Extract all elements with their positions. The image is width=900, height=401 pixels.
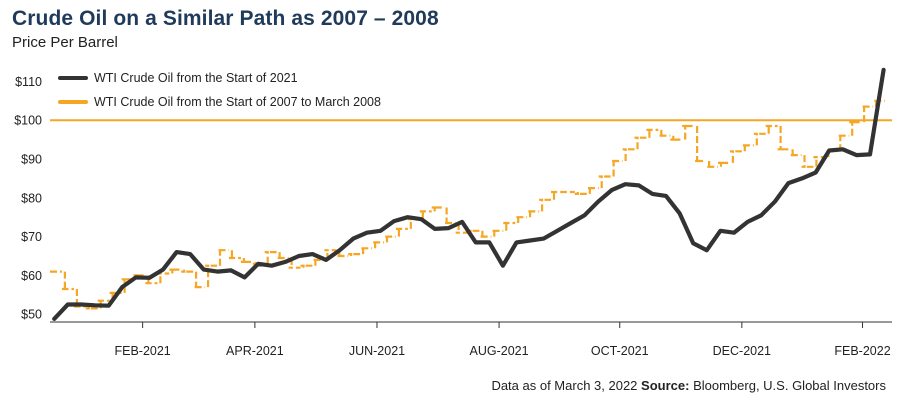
series-wti-2021 <box>52 67 886 321</box>
x-tick-label: DEC-2021 <box>713 344 771 358</box>
x-tick-label: APR-2021 <box>226 344 284 358</box>
y-tick-label: $80 <box>21 191 42 205</box>
x-tick-label: OCT-2021 <box>591 344 649 358</box>
y-tick-label: $60 <box>21 269 42 283</box>
chart-subtitle: Price Per Barrel <box>12 34 118 51</box>
x-tick-label: AUG-2021 <box>470 344 529 358</box>
x-tick-label: FEB-2021 <box>114 344 170 358</box>
x-tick-label: FEB-2022 <box>834 344 890 358</box>
source-text: Bloomberg, U.S. Global Investors <box>693 378 886 393</box>
y-tick-label: $90 <box>21 153 42 167</box>
chart-title: Crude Oil on a Similar Path as 2007 – 20… <box>12 7 439 30</box>
axis-layer: $50 $60 $70 $80 $90 $100 $110 FEB-2021 APR-2021 J… <box>14 75 892 358</box>
y-tick-label: $100 <box>14 114 42 128</box>
series-layer <box>50 67 886 321</box>
footer-source: Data as of March 3, 2022 Source: Bloombe… <box>491 378 886 393</box>
x-tick-label: JUN-2021 <box>349 344 405 358</box>
source-label: Source: <box>641 378 690 393</box>
legend-label-wti-2021: WTI Crude Oil from the Start of 2021 <box>94 71 298 85</box>
legend: WTI Crude Oil from the Start of 2021 WTI… <box>58 71 381 109</box>
y-tick-label: $70 <box>21 230 42 244</box>
legend-label-wti-2007: WTI Crude Oil from the Start of 2007 to … <box>94 95 381 109</box>
y-tick-label: $110 <box>15 75 42 89</box>
series-wti-2007-2008 <box>50 99 885 310</box>
data-as-of-note: Data as of March 3, 2022 <box>491 378 638 393</box>
y-tick-label: $50 <box>21 308 42 322</box>
